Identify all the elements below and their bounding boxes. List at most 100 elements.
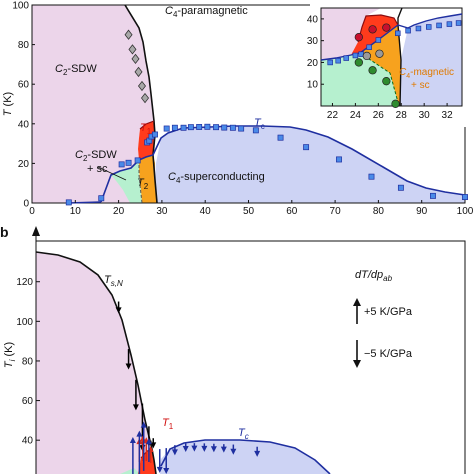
inset-x-tick-label: 24 [350, 110, 362, 121]
c4-superconducting-region [155, 126, 465, 203]
panel-b: b 40 60 80 100 120 Ti (K) Ts,N T1 Tc dT/dpab… [0, 224, 466, 474]
inset-circle-red-point [354, 33, 363, 42]
b-sdw-region [36, 252, 156, 474]
inset-x-tick-label: 26 [373, 110, 385, 121]
c4-superconducting-label: C4-superconducting [168, 171, 265, 185]
inset-ticks: 22 24 26 28 30 32 10 20 30 40 [307, 14, 453, 121]
y-tick-label: 40 [18, 119, 30, 130]
inset-circle-green-point [391, 99, 400, 108]
inset-y-tick-label: 20 [307, 58, 319, 69]
inset-axes [320, 7, 463, 107]
panel-b-axes [35, 240, 466, 474]
inset-tc-square-point [327, 59, 333, 66]
panel-b-ticks: 40 60 80 100 120 [16, 277, 40, 447]
inset-circle-green-point [354, 58, 363, 67]
inset-tc-square-point [446, 21, 453, 27]
b-arrow-head [140, 421, 147, 428]
tc-square-point [134, 157, 141, 164]
y-tick-label: 60 [18, 80, 30, 91]
tc-square-point [430, 192, 436, 199]
c2-sdw-sc-label-line2: + sc [87, 163, 108, 175]
ts-n-boundary [124, 4, 158, 204]
x-tick-label: 60 [286, 206, 298, 217]
inset-c4-magnetic-label: C4-magnetic [399, 67, 454, 80]
inset-circle-red-point [382, 23, 391, 32]
inset-circle-green-point [382, 77, 391, 86]
b-mix-region [120, 468, 140, 474]
inset-tc-square-point [455, 20, 462, 26]
b-y-tick-label: 60 [22, 396, 34, 407]
tc-square-point [252, 127, 259, 134]
inset-y-tick-label: 40 [307, 14, 319, 25]
inset-x-tick-label: 22 [327, 110, 339, 121]
tc-square-point [163, 125, 170, 132]
inset-tc-square-point [415, 25, 422, 32]
tc-square-point [221, 124, 228, 131]
panel-b-arrows [115, 301, 261, 474]
inset-x-tick-label: 30 [419, 110, 431, 121]
b-y-tick-label: 40 [22, 436, 34, 447]
tc-square-point [180, 124, 187, 131]
t1-boundary [139, 120, 155, 130]
ts-n-diamond-point [131, 53, 140, 65]
inset-tc-square-point [352, 52, 359, 59]
inset-x-tick-label: 32 [442, 110, 454, 121]
x-tick-label: 50 [243, 206, 255, 217]
inset-tc-square-point [335, 57, 341, 64]
panel-a-ticks: 0 10 20 30 40 50 60 70 80 90 100 0 20 40 60 80 100 [12, 1, 473, 218]
x-tick-label: 100 [457, 206, 474, 217]
b-arrow-head [129, 437, 136, 444]
b-arrow-head [201, 445, 208, 452]
legend-down-arrowhead [353, 360, 361, 368]
c4-paramagnetic-label: C4-paramagnetic [165, 5, 248, 19]
inset-tc-square-point [426, 24, 432, 30]
inset-tc-square-point [405, 27, 411, 34]
x-tick-label: 10 [70, 206, 82, 217]
inset-c4-sc-region [400, 14, 462, 106]
panel-b-label: b [0, 224, 9, 240]
b-sc-region [160, 440, 330, 474]
inset-y-tick-label: 10 [307, 80, 319, 91]
t2-boundary [138, 160, 143, 204]
legend-minus-label: −5 K/GPa [364, 348, 413, 360]
tc-square-point [196, 124, 203, 130]
tc-square-point [397, 184, 404, 191]
legend-title: dT/dpab [355, 269, 393, 283]
b-y-tick-label: 120 [16, 277, 33, 288]
panel-b-y-axis-label: Ti (K) [3, 342, 17, 368]
y-axis-arrowhead [32, 226, 40, 236]
b-arrow-head [210, 446, 217, 453]
c2-sdw-label: C2-SDW [55, 63, 97, 77]
tc-label: Tc [254, 117, 265, 131]
arrow-legend: dT/dpab +5 K/GPa −5 K/GPa [353, 269, 413, 368]
tc-square-point [303, 144, 310, 151]
b-t1-region [138, 449, 156, 474]
tc-square-point [336, 156, 342, 163]
y-tick-label: 100 [12, 1, 29, 12]
inset-markers [327, 20, 462, 108]
b-arrow-head [136, 430, 143, 437]
inset-x-tick-label: 28 [396, 110, 408, 121]
tc-square-point [171, 124, 178, 131]
b-tsn-label: Ts,N [104, 274, 123, 288]
inset-circle-red-point [368, 25, 377, 34]
inset-circle-grey-point [362, 51, 372, 61]
legend-plus-label: +5 K/GPa [364, 306, 413, 318]
legend-up-arrowhead [353, 298, 361, 306]
ts-n-diamond-point [128, 44, 137, 55]
inset-tc-square-point [395, 30, 401, 37]
tc-curve-low-pressure [67, 201, 102, 204]
b-y-tick-label: 100 [16, 317, 33, 328]
tc-square-point [204, 123, 211, 130]
b-arrow-head [182, 446, 189, 453]
y-tick-label: 0 [23, 199, 29, 210]
inset-magnetic-region [360, 25, 401, 106]
ts-n-diamond-point [137, 80, 146, 92]
b-arrow-head [132, 404, 139, 411]
t2-label: T2 [137, 177, 149, 191]
inset-tc-square-point [366, 44, 372, 50]
b-arrow-head [156, 466, 163, 473]
x-tick-label: 70 [330, 206, 342, 217]
ts-n-diamond-point [124, 29, 133, 40]
